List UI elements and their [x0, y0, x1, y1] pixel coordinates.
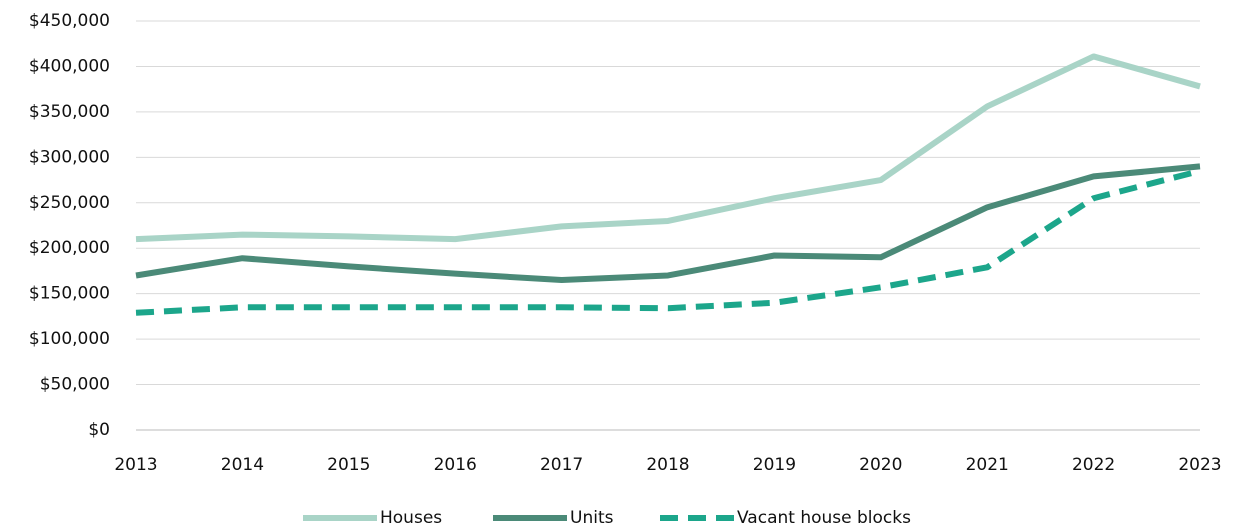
legend-label: Vacant house blocks [737, 508, 911, 528]
x-tick-label: 2014 [221, 455, 264, 475]
y-tick-label: $150,000 [29, 284, 110, 304]
legend-label: Units [570, 508, 614, 528]
y-tick-label: $50,000 [40, 375, 110, 395]
y-tick-label: $0 [88, 420, 110, 440]
x-tick-label: 2016 [434, 455, 477, 475]
x-tick-label: 2015 [327, 455, 370, 475]
line-series [135, 163, 1201, 284]
x-tick-label: 2018 [646, 455, 689, 475]
line-series [135, 168, 1201, 316]
x-tick-label: 2022 [1072, 455, 1115, 475]
y-tick-label: $400,000 [29, 56, 110, 76]
legend-label: Houses [380, 508, 442, 528]
y-tick-label: $250,000 [29, 193, 110, 213]
y-tick-label: $200,000 [29, 238, 110, 258]
x-tick-label: 2020 [859, 455, 902, 475]
x-tick-label: 2013 [114, 455, 157, 475]
y-tick-label: $450,000 [29, 11, 110, 31]
x-tick-label: 2019 [753, 455, 796, 475]
x-tick-label: 2023 [1178, 455, 1221, 475]
y-tick-label: $350,000 [29, 102, 110, 122]
line-series [135, 53, 1201, 243]
y-tick-label: $100,000 [29, 329, 110, 349]
y-tick-label: $300,000 [29, 147, 110, 167]
x-tick-label: 2021 [966, 455, 1009, 475]
x-tick-label: 2017 [540, 455, 583, 475]
